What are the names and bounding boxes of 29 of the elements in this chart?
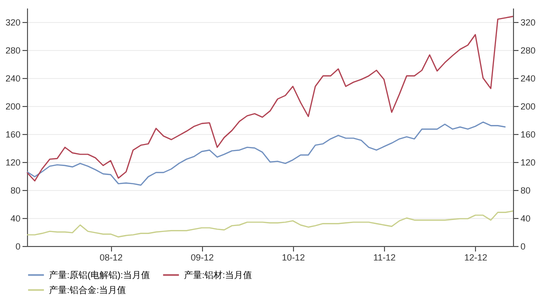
y-tick-label: 240 [5,74,20,84]
y2-tick-label: 240 [520,74,536,84]
x-tick-label: 11-12 [373,252,396,262]
x-tick-label: 10-12 [282,252,305,262]
y2-tick-label: 320 [520,18,536,28]
line-series [26,16,514,182]
y2-tick-label: 280 [520,46,536,56]
y-tick-label: 320 [5,18,20,28]
y2-tick-label: 0 [520,242,526,252]
y-tick-label: 80 [10,186,20,196]
y-tick-label: 280 [5,46,20,56]
legend-label: 产量:铝合金:当月值 [49,285,126,295]
x-tick-label: 09-12 [190,252,214,262]
y-tick-label: 40 [10,214,20,224]
y2-tick-label: 200 [520,102,536,112]
legend-label: 产量:原铝(电解铝):当月值 [49,270,150,280]
x-tick-label: 12-12 [464,252,488,262]
x-tick-label: 08-12 [100,252,123,262]
y-tick-label: 200 [5,102,20,112]
y-tick-label: 120 [5,158,20,168]
y2-tick-label: 160 [520,130,536,140]
line-series [26,122,506,186]
y-tick-label: 160 [5,130,20,140]
y-tick-label: 0 [15,242,20,252]
y2-tick-label: 120 [520,158,536,168]
y2-tick-label: 40 [520,214,531,224]
legend-label: 产量:铝材:当月值 [184,270,252,280]
y2-tick-label: 80 [520,186,531,196]
line-series [26,210,514,238]
